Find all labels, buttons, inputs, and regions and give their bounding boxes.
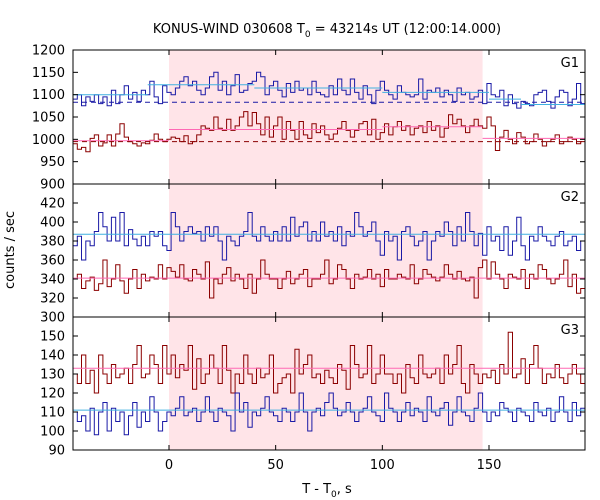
x-axis-label: T - T0, s xyxy=(301,482,352,500)
g3-y-tick-label: 140 xyxy=(40,349,65,364)
g2-shaded-interval xyxy=(169,184,483,317)
g3-shaded-interval xyxy=(169,317,483,450)
g1-y-tick-label: 900 xyxy=(40,178,65,193)
g2-y-tick-label: 340 xyxy=(40,273,65,288)
g1-y-tick-label: 950 xyxy=(40,155,65,170)
panels: 90095010001050110011501200G1300320340360… xyxy=(32,44,586,473)
x-tick-label: 50 xyxy=(267,458,284,473)
g1-panel-label: G1 xyxy=(561,56,579,71)
g1-y-tick-label: 1150 xyxy=(32,66,65,81)
g1-cyan-fit-line xyxy=(73,84,585,105)
g2-red-series xyxy=(73,259,585,299)
g2-y-tick-label: 420 xyxy=(40,197,65,212)
g1-y-tick-label: 1050 xyxy=(32,111,65,126)
g3-y-tick-label: 120 xyxy=(40,387,65,402)
g2-y-tick-label: 300 xyxy=(40,311,65,326)
chart-title: KONUS-WIND 030608 T0 = 43214s UT (12:00:… xyxy=(153,22,501,40)
g1-y-tick-label: 1100 xyxy=(32,88,65,103)
g3-y-tick-label: 150 xyxy=(40,330,65,345)
g2-y-tick-label: 400 xyxy=(40,216,65,231)
x-tick-label: 100 xyxy=(370,458,395,473)
g3-red-series xyxy=(73,331,585,394)
g3-y-tick-label: 110 xyxy=(40,406,65,421)
g2-panel-label: G2 xyxy=(561,190,579,205)
g1-y-tick-label: 1000 xyxy=(32,133,65,148)
g1-red-series xyxy=(73,111,585,153)
g1-y-tick-label: 1200 xyxy=(32,44,65,59)
g3-y-tick-label: 130 xyxy=(40,368,65,383)
g1-shaded-interval xyxy=(169,50,483,184)
g2-y-tick-label: 320 xyxy=(40,292,65,307)
g2-y-tick-label: 360 xyxy=(40,254,65,269)
g3-y-tick-label: 90 xyxy=(48,444,65,459)
x-tick-label: 0 xyxy=(165,458,173,473)
x-tick-label: 150 xyxy=(477,458,502,473)
g3-frame xyxy=(72,316,586,451)
g3-blue-series xyxy=(73,392,585,436)
g3-y-tick-label: 100 xyxy=(40,425,65,440)
g3-panel-label: G3 xyxy=(561,323,579,338)
y-axis-label: counts / sec xyxy=(3,211,18,289)
g1-pink-fit-line xyxy=(73,126,585,142)
g2-y-tick-label: 380 xyxy=(40,235,65,250)
